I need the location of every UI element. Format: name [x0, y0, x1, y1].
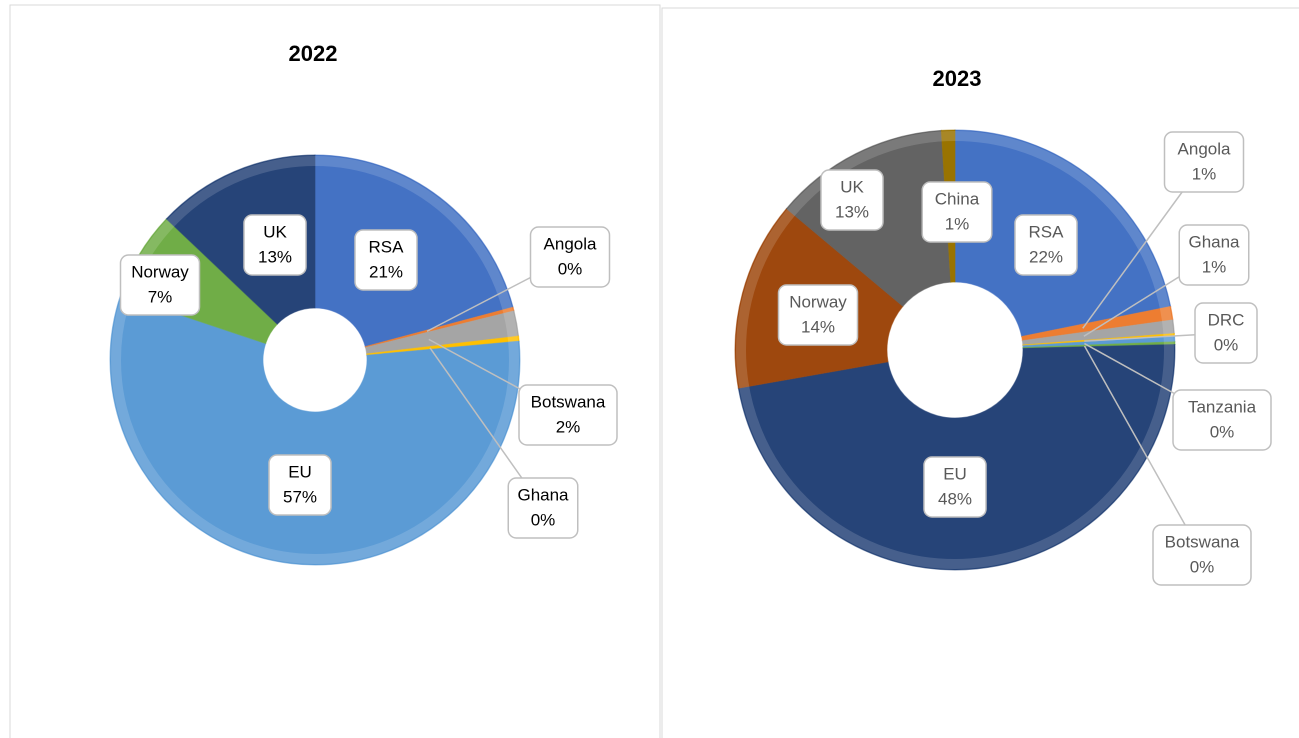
data-label: China 1%: [921, 181, 993, 243]
leader-line: [1083, 345, 1203, 556]
data-label: Norway 14%: [777, 284, 859, 346]
ring-edge: [736, 131, 1174, 569]
label-box: [268, 454, 332, 516]
label-name: RSA: [1029, 222, 1065, 241]
label-value: 1%: [945, 214, 970, 233]
label-box: [518, 384, 618, 446]
label-name: Norway: [789, 292, 847, 311]
chart-title: 2022: [289, 41, 338, 66]
data-label: EU 48%: [923, 456, 987, 518]
label-value: 22%: [1029, 247, 1063, 266]
label-box: [507, 477, 579, 539]
ring-edge: [111, 156, 519, 564]
label-name: Norway: [131, 262, 189, 281]
data-label: Angola 1%: [1163, 131, 1245, 193]
label-value: 48%: [938, 489, 972, 508]
data-label: UK 13%: [243, 214, 307, 276]
label-box: [1194, 302, 1258, 364]
data-label: EU 57%: [268, 454, 332, 516]
data-label: Norway 7%: [119, 254, 201, 316]
label-name: China: [935, 189, 980, 208]
label-box: [119, 254, 201, 316]
slice: [165, 154, 316, 325]
label-value: 0%: [531, 510, 556, 529]
label-value: 21%: [369, 262, 403, 281]
label-value: 13%: [835, 202, 869, 221]
label-value: 0%: [1214, 335, 1239, 354]
label-name: Tanzania: [1188, 397, 1257, 416]
label-name: DRC: [1208, 310, 1245, 329]
label-box: [1014, 214, 1078, 276]
label-box: [921, 181, 993, 243]
label-value: 1%: [1202, 257, 1227, 276]
data-label: RSA 22%: [1014, 214, 1078, 276]
label-name: Angola: [544, 234, 597, 253]
data-label: Ghana 0%: [507, 477, 579, 539]
label-box: [1163, 131, 1245, 193]
label-value: 2%: [556, 417, 581, 436]
label-box: [1152, 524, 1252, 586]
label-box: [243, 214, 307, 276]
label-name: Botswana: [1165, 532, 1240, 551]
label-name: UK: [263, 222, 287, 241]
label-box: [923, 456, 987, 518]
label-value: 7%: [148, 287, 173, 306]
label-name: Botswana: [531, 392, 606, 411]
label-value: 0%: [558, 259, 583, 278]
label-box: [1172, 389, 1272, 451]
label-value: 14%: [801, 317, 835, 336]
data-label: UK 13%: [820, 169, 884, 231]
label-name: Ghana: [517, 485, 569, 504]
label-value: 13%: [258, 247, 292, 266]
left-panel: [9, 4, 661, 738]
data-label: RSA 21%: [354, 229, 418, 291]
label-name: EU: [943, 464, 967, 483]
label-box: [1178, 224, 1250, 286]
data-label: Tanzania 0%: [1172, 389, 1272, 451]
data-label: Botswana 0%: [1152, 524, 1252, 586]
label-value: 0%: [1190, 557, 1215, 576]
chart-title: 2023: [933, 66, 982, 91]
label-name: RSA: [369, 237, 405, 256]
label-name: UK: [840, 177, 864, 196]
slice: [109, 294, 521, 566]
data-label: Ghana 1%: [1178, 224, 1250, 286]
label-box: [777, 284, 859, 346]
label-value: 57%: [283, 487, 317, 506]
label-box: [529, 226, 611, 288]
label-value: 1%: [1192, 164, 1217, 183]
label-name: Ghana: [1188, 232, 1240, 251]
data-label: DRC 0%: [1194, 302, 1258, 364]
label-name: EU: [288, 462, 312, 481]
label-value: 0%: [1210, 422, 1235, 441]
label-name: Angola: [1178, 139, 1231, 158]
data-label: Angola 0%: [529, 226, 611, 288]
data-label: Botswana 2%: [518, 384, 618, 446]
label-box: [354, 229, 418, 291]
label-box: [820, 169, 884, 231]
